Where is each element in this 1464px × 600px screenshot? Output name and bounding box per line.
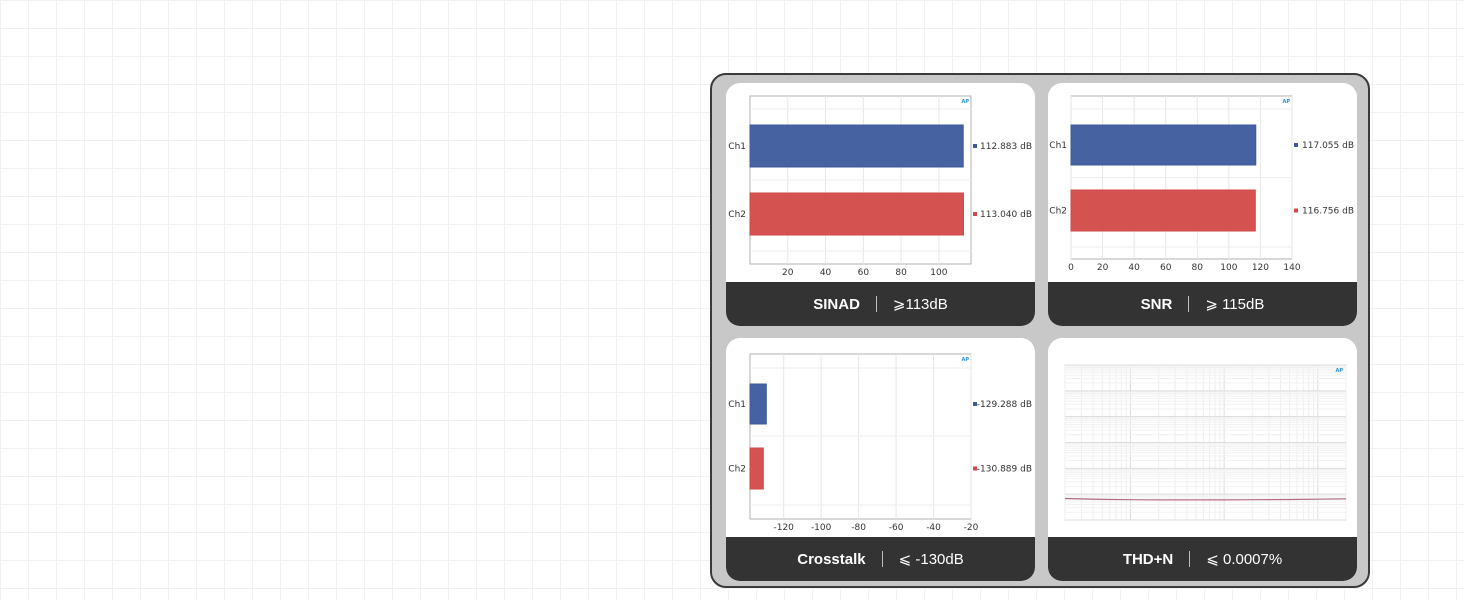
x-tick-label: 100 [930, 268, 947, 278]
bar-ch1 [749, 124, 964, 168]
x-tick-label: -20 [964, 523, 979, 533]
snr-footer: SNR ⩾ 115dB [1048, 282, 1357, 326]
legend-marker [973, 402, 977, 406]
card-snr: 0 20 40 60 80 100 120 140 Ch1 117.055 dB Ch2 116.75… [1048, 83, 1357, 326]
sinad-chart: 20 40 60 80 100 Ch1 112.883 dB Ch2 113.040 dB AP [728, 95, 1032, 278]
legend-marker [1294, 208, 1298, 213]
bar-ch1 [1070, 124, 1257, 166]
x-tick-label: 60 [1160, 263, 1172, 273]
value-label: 116.756 dB [1302, 207, 1354, 217]
sinad-footer: SINAD ⩾113dB [726, 282, 1035, 326]
metric-name: SNR [1140, 295, 1173, 313]
value-label: 113.040 dB [980, 210, 1032, 220]
card-thdn: AP THD+N ⩽ 0.0007% [1048, 338, 1357, 581]
bar-ch1 [749, 383, 767, 425]
divider [875, 296, 877, 312]
ap-logo: AP [1335, 368, 1343, 374]
x-tick-label: 40 [820, 268, 832, 278]
value-label: -129.288 dB [977, 400, 1032, 410]
y-category-label: Ch1 [1049, 141, 1067, 151]
divider [1188, 296, 1190, 312]
ap-logo: AP [1282, 99, 1290, 105]
card-crosstalk: -120 -100 -80 -60 -40 -20 Ch1 -129.288 dB Ch2 -13… [726, 338, 1035, 581]
value-label: -130.889 dB [977, 465, 1032, 475]
x-tick-label: -80 [851, 523, 866, 533]
y-category-label: Ch2 [728, 465, 746, 475]
metric-spec: ⩽ 0.0007% [1206, 551, 1283, 568]
metric-name: THD+N [1122, 550, 1174, 568]
x-tick-label: 20 [1097, 263, 1109, 273]
snr-chart: 0 20 40 60 80 100 120 140 Ch1 117.055 dB Ch2 116.75… [1049, 95, 1354, 273]
metric-spec: ⩽ -130dB [898, 551, 964, 568]
x-tick-label: 80 [895, 268, 907, 278]
legend-marker [973, 466, 977, 471]
value-label: 112.883 dB [980, 142, 1032, 152]
legend-marker [973, 212, 977, 216]
divider [881, 551, 883, 567]
x-tick-label: 0 [1068, 263, 1074, 273]
spec-panel: 20 40 60 80 100 Ch1 112.883 dB Ch2 113.040 dB AP … [710, 73, 1370, 588]
ap-logo: AP [961, 99, 969, 105]
metric-spec: ⩾113dB [892, 296, 948, 313]
legend-marker [1294, 143, 1298, 147]
thdn-chart: AP [1064, 364, 1347, 521]
metric-spec: ⩾ 115dB [1205, 296, 1265, 313]
bar-ch2 [1070, 189, 1256, 232]
ap-logo: AP [961, 357, 969, 363]
metric-name: SINAD [813, 295, 860, 313]
x-tick-label: -100 [811, 523, 832, 533]
y-category-label: Ch1 [728, 400, 746, 410]
divider [1189, 551, 1191, 567]
y-category-label: Ch2 [1049, 207, 1067, 217]
x-tick-label: 20 [782, 268, 794, 278]
metric-name: Crosstalk [797, 550, 866, 568]
y-category-label: Ch1 [728, 142, 746, 152]
x-tick-label: 100 [1220, 263, 1237, 273]
x-tick-label: 60 [858, 268, 870, 278]
x-tick-label: -120 [773, 523, 794, 533]
y-category-label: Ch2 [728, 210, 746, 220]
x-tick-label: 120 [1252, 263, 1269, 273]
thdn-footer: THD+N ⩽ 0.0007% [1048, 537, 1357, 581]
crosstalk-footer: Crosstalk ⩽ -130dB [726, 537, 1035, 581]
x-tick-label: 40 [1128, 263, 1140, 273]
legend-marker [973, 144, 977, 148]
x-tick-label: -40 [926, 523, 941, 533]
x-tick-label: 140 [1283, 263, 1300, 273]
bar-ch2 [749, 192, 965, 236]
value-label: 117.055 dB [1302, 141, 1354, 151]
crosstalk-chart: -120 -100 -80 -60 -40 -20 Ch1 -129.288 dB Ch2 -13… [728, 353, 1032, 533]
x-tick-label: 80 [1192, 263, 1204, 273]
card-sinad: 20 40 60 80 100 Ch1 112.883 dB Ch2 113.040 dB AP … [726, 83, 1035, 326]
bar-ch2 [749, 447, 764, 490]
series-line [1064, 497, 1347, 501]
x-tick-label: -60 [889, 523, 904, 533]
